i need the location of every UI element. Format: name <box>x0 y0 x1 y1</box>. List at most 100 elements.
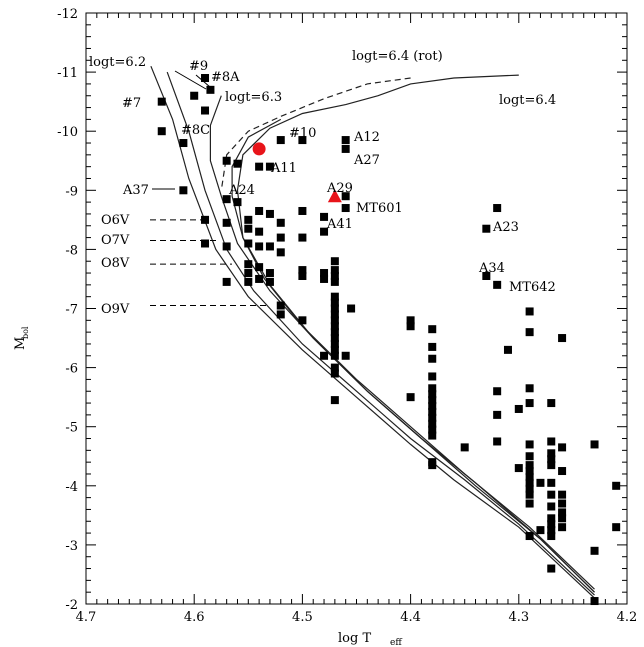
star-point <box>525 532 534 541</box>
star-point <box>265 162 274 171</box>
star-point <box>482 271 491 280</box>
x-tick-label: 4.3 <box>508 610 529 625</box>
star-point <box>428 342 437 351</box>
star-point <box>330 363 339 372</box>
star-point <box>493 387 502 396</box>
annotation-label: MT601 <box>356 201 403 216</box>
y-axis-label: M <box>13 337 28 350</box>
star-point <box>503 345 512 354</box>
iso-b <box>166 71 595 596</box>
star-point <box>428 396 437 405</box>
star-point <box>493 204 502 213</box>
star-point <box>233 159 242 168</box>
x-tick-label: 4.2 <box>617 610 638 625</box>
star-point <box>590 597 599 606</box>
iso-logt64rot <box>231 118 595 590</box>
star-point <box>190 91 199 100</box>
star-point <box>330 396 339 405</box>
star-point <box>330 351 339 360</box>
star-point <box>244 269 253 278</box>
annotation-pointer <box>174 70 207 90</box>
star-point <box>428 402 437 411</box>
star-point <box>222 195 231 204</box>
star-point <box>341 351 350 360</box>
annotation-pointer <box>195 74 211 88</box>
tick-labels: 4.7 4.6 4.5 4.4 4.3 4.2 -12 -11 -10 -9 -8 -7 -6 -5 -4 -… <box>57 7 637 625</box>
y-tick-label: -7 <box>65 303 78 318</box>
iso-a <box>150 65 595 599</box>
star-point <box>525 307 534 316</box>
annotation-label: logt=6.3 <box>225 90 282 105</box>
star-point <box>276 301 285 310</box>
star-point <box>341 204 350 213</box>
star-point <box>428 372 437 381</box>
star-point <box>330 292 339 301</box>
star-point <box>244 239 253 248</box>
star-point <box>244 260 253 269</box>
y-tick-label: -8 <box>65 243 78 258</box>
annotation-label: A12 <box>353 130 380 145</box>
x-tick-label: 4.4 <box>400 610 421 625</box>
x-tick-label: 4.7 <box>76 610 97 625</box>
star-point <box>536 526 545 535</box>
star-point <box>201 106 210 115</box>
star-point <box>428 419 437 428</box>
star-point <box>222 218 231 227</box>
star-point <box>428 461 437 470</box>
star-point <box>525 384 534 393</box>
y-tick-label: -4 <box>65 480 78 495</box>
star-point <box>298 233 307 242</box>
star-point <box>558 508 567 517</box>
star-point <box>525 440 534 449</box>
star-point <box>547 461 556 470</box>
y-tick-label: -10 <box>57 125 78 140</box>
star-point <box>157 127 166 136</box>
star-point <box>428 325 437 334</box>
star-point <box>590 546 599 555</box>
star-point <box>493 280 502 289</box>
annotation-label: A23 <box>492 220 519 235</box>
star-point <box>265 242 274 251</box>
star-point <box>255 162 264 171</box>
y-tick-label: -2 <box>65 598 78 613</box>
star-point <box>298 206 307 215</box>
star-point <box>612 481 621 490</box>
star-point <box>547 520 556 529</box>
star-point <box>320 227 329 236</box>
star-point <box>330 298 339 307</box>
star-point <box>525 499 534 508</box>
star-point <box>536 478 545 487</box>
star-point <box>255 274 264 283</box>
star-point <box>298 266 307 275</box>
star-point <box>330 277 339 286</box>
star-point <box>276 136 285 145</box>
star-point <box>514 464 523 473</box>
star-point <box>558 499 567 508</box>
annotation-label: #8C <box>181 123 210 138</box>
star-point <box>525 478 534 487</box>
star-point <box>265 209 274 218</box>
star-point <box>547 564 556 573</box>
annotation-label: A41 <box>326 217 353 232</box>
star-point <box>525 484 534 493</box>
star-point <box>493 437 502 446</box>
star-point <box>255 242 264 251</box>
star-point <box>255 263 264 272</box>
star-point <box>330 316 339 325</box>
star-point <box>482 224 491 233</box>
star-point <box>525 328 534 337</box>
star-point <box>525 472 534 481</box>
star-point <box>320 269 329 278</box>
star-point <box>547 449 556 458</box>
star-point <box>233 198 242 207</box>
star-annotations: logt=6.2 #9#8A logt=6.3 logt=6.4 (rot) logt=… <box>89 49 556 317</box>
star-point <box>547 514 556 523</box>
star-points <box>157 74 621 606</box>
annotation-label: logt=6.4 <box>499 93 556 108</box>
star-point <box>244 277 253 286</box>
star-point <box>222 277 231 286</box>
annotation-label: O8V <box>101 256 130 271</box>
star-point <box>341 192 350 201</box>
star-point <box>330 345 339 354</box>
star-point <box>428 431 437 440</box>
